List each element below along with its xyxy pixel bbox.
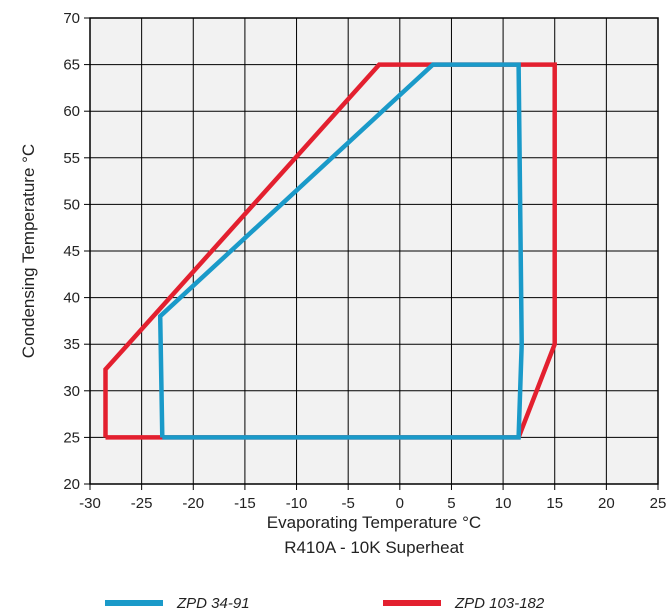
legend-label-0: ZPD 34-91	[176, 595, 250, 612]
y-tick-label: 70	[63, 10, 80, 27]
y-tick-label: 25	[63, 429, 80, 446]
legend-label-1: ZPD 103-182	[454, 595, 545, 612]
y-tick-label: 50	[63, 196, 80, 213]
y-axis-label: Condensing Temperature °C	[19, 144, 38, 358]
x-axis-label: Evaporating Temperature °C	[267, 513, 481, 532]
y-tick-label: 40	[63, 290, 80, 307]
series-line-0	[157, 62, 524, 440]
x-tick-label: -15	[234, 495, 256, 512]
series-layer	[103, 62, 557, 440]
x-tick-labels: -30 -25 -20 -15 -10 -5 0 5 10 15 20 25	[79, 484, 666, 512]
y-tick-label: 45	[63, 243, 80, 260]
x-tick-label: -20	[182, 495, 204, 512]
y-tick-label: 20	[63, 476, 80, 493]
x-tick-label: 20	[598, 495, 615, 512]
y-tick-label: 60	[63, 103, 80, 120]
y-tick-label: 55	[63, 150, 80, 167]
legend: ZPD 34-91 ZPD 103-182	[105, 595, 545, 612]
x-tick-label: 15	[546, 495, 563, 512]
y-tick-label: 65	[63, 57, 80, 74]
x-axis-sublabel: R410A - 10K Superheat	[284, 538, 464, 557]
x-tick-label: 25	[650, 495, 667, 512]
x-tick-label: 10	[495, 495, 512, 512]
x-tick-label: 0	[396, 495, 404, 512]
x-tick-label: -5	[342, 495, 355, 512]
y-tick-label: 35	[63, 336, 80, 353]
x-tick-label: 5	[447, 495, 455, 512]
x-tick-label: -30	[79, 495, 101, 512]
y-tick-label: 30	[63, 383, 80, 400]
x-tick-label: -10	[286, 495, 308, 512]
y-tick-labels: 20 25 30 35 40 45 50 55 60 65 70	[63, 10, 90, 493]
x-tick-label: -25	[131, 495, 153, 512]
